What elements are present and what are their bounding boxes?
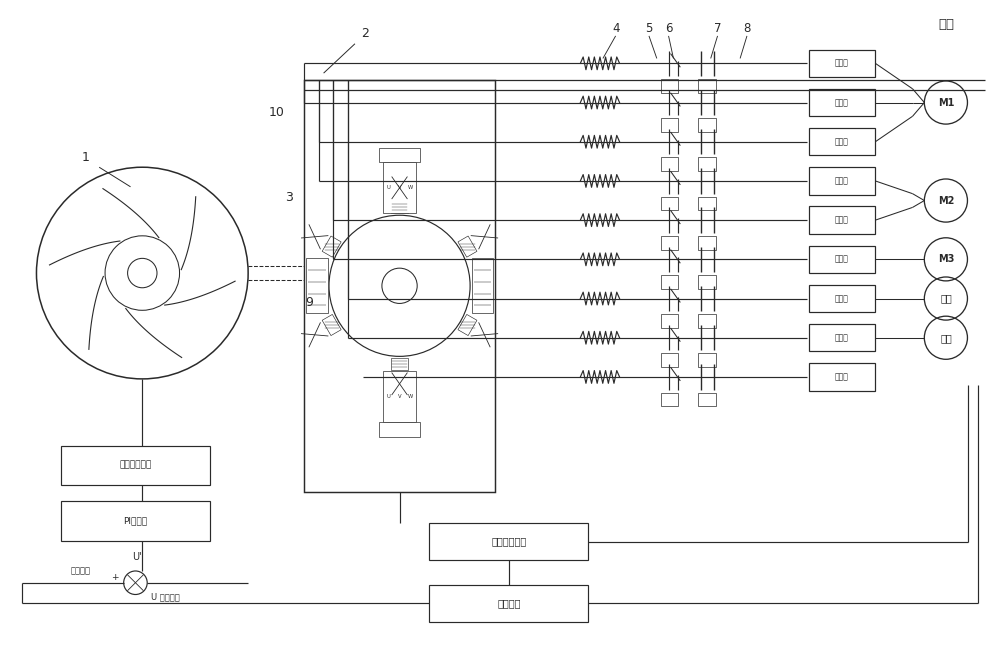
Bar (698, 157, 716, 171)
Bar (661, 393, 678, 406)
Text: U': U' (133, 552, 142, 562)
Bar (379, 422, 420, 437)
Bar (61, 501, 210, 541)
Text: 逆变器: 逆变器 (835, 255, 849, 264)
Text: 4: 4 (612, 21, 619, 34)
Text: U: U (387, 394, 391, 399)
Bar (698, 354, 716, 367)
Text: V: V (398, 394, 401, 399)
Text: 逆变器: 逆变器 (835, 59, 849, 68)
Bar (809, 49, 875, 77)
Bar (322, 236, 341, 257)
Bar (61, 445, 210, 485)
Bar (379, 148, 420, 162)
Bar (391, 202, 408, 213)
Text: 5: 5 (645, 21, 653, 34)
Text: W: W (408, 185, 413, 190)
Bar (809, 207, 875, 234)
Bar (809, 363, 875, 391)
Bar (661, 79, 678, 93)
Text: 数据处理单元: 数据处理单元 (491, 537, 526, 547)
Text: M1: M1 (938, 98, 954, 107)
Bar (661, 118, 678, 132)
Bar (383, 371, 416, 422)
Bar (322, 315, 341, 335)
Text: 反馈系数: 反馈系数 (497, 598, 521, 608)
Text: 逆变器: 逆变器 (835, 294, 849, 303)
Text: M3: M3 (938, 254, 954, 265)
Bar (698, 393, 716, 406)
Bar (383, 162, 416, 213)
Bar (661, 354, 678, 367)
Text: 逆变器: 逆变器 (835, 216, 849, 225)
Text: 10: 10 (269, 106, 284, 119)
Text: 7: 7 (714, 21, 721, 34)
Bar (304, 80, 495, 491)
Bar (809, 246, 875, 273)
Text: U: U (387, 185, 391, 190)
Bar (458, 315, 477, 335)
Text: 其它: 其它 (940, 294, 952, 304)
Text: 逆变器: 逆变器 (835, 333, 849, 343)
Bar (306, 258, 328, 313)
Bar (661, 275, 678, 289)
Bar (698, 196, 716, 211)
Text: 1: 1 (82, 151, 89, 164)
Bar (661, 236, 678, 250)
Text: 2: 2 (361, 27, 369, 40)
Bar (472, 258, 493, 313)
Text: U 电压反馈: U 电压反馈 (151, 592, 180, 601)
Bar (429, 585, 588, 622)
Bar (698, 118, 716, 132)
Text: PI调节器: PI调节器 (123, 517, 148, 525)
Bar (809, 89, 875, 116)
Text: 备用: 备用 (940, 333, 952, 343)
Bar (661, 196, 678, 211)
Text: 燃料调节机构: 燃料调节机构 (119, 461, 152, 470)
Text: 负载: 负载 (938, 18, 954, 31)
Text: 电压给定: 电压给定 (71, 567, 91, 575)
Text: 9: 9 (305, 296, 313, 309)
Text: 逆变器: 逆变器 (835, 372, 849, 382)
Bar (391, 358, 408, 370)
Text: V: V (398, 185, 401, 190)
Bar (661, 314, 678, 328)
Text: 逆变器: 逆变器 (835, 176, 849, 185)
Bar (458, 236, 477, 257)
Text: 8: 8 (743, 21, 751, 34)
Bar (809, 285, 875, 312)
Bar (429, 523, 588, 560)
Bar (809, 167, 875, 194)
Text: +: + (111, 573, 119, 582)
Bar (809, 128, 875, 155)
Bar (698, 79, 716, 93)
Bar (698, 236, 716, 250)
Text: M2: M2 (938, 196, 954, 205)
Bar (698, 275, 716, 289)
Bar (698, 314, 716, 328)
Text: W: W (408, 394, 413, 399)
Text: 6: 6 (665, 21, 672, 34)
Text: 逆变器: 逆变器 (835, 137, 849, 146)
Bar (809, 324, 875, 352)
Bar (661, 157, 678, 171)
Text: 3: 3 (285, 191, 293, 204)
Text: 逆变器: 逆变器 (835, 98, 849, 107)
